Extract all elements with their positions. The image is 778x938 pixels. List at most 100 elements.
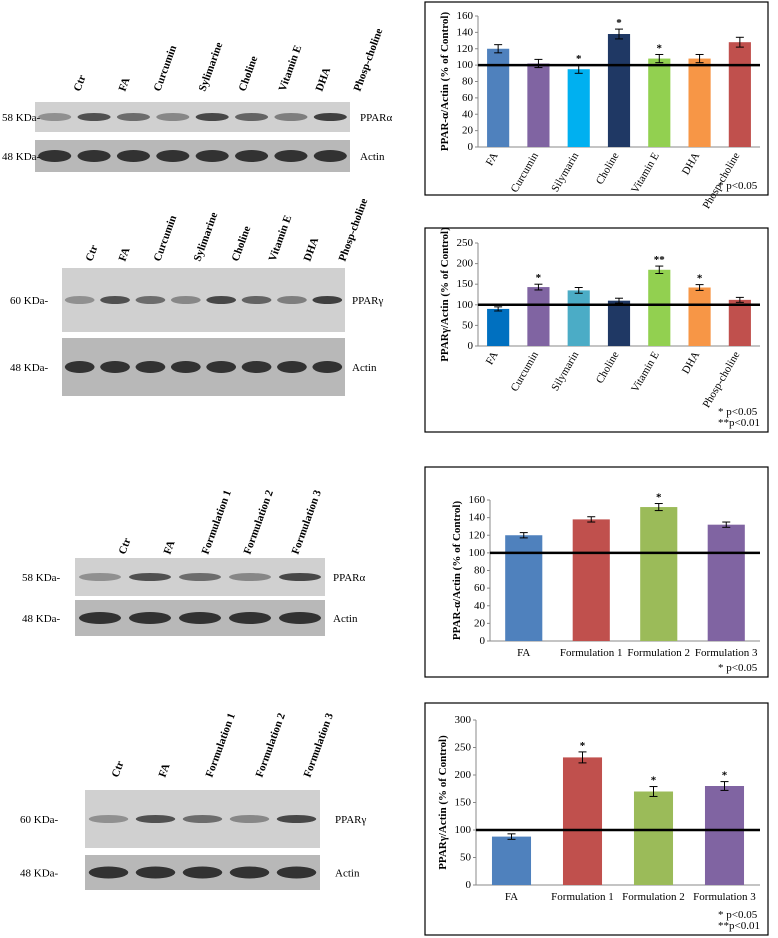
kda-label: 48 KDa-	[22, 613, 61, 625]
kda-label: 48 KDa-	[20, 868, 59, 880]
significance-marker: *	[697, 273, 703, 285]
error-bar	[720, 781, 729, 791]
y-tick-label: 160	[457, 10, 474, 22]
y-tick-label: 0	[466, 879, 472, 891]
significance-marker: *	[616, 17, 622, 29]
blot-band	[179, 573, 221, 581]
protein-label: PPARγ	[335, 814, 367, 826]
bar	[567, 69, 590, 147]
bar	[607, 34, 631, 148]
bar	[527, 287, 550, 346]
blot-band	[241, 296, 272, 304]
kda-label: 58 KDa-	[22, 572, 61, 584]
significance-note: **p<0.01	[718, 920, 760, 932]
bar	[567, 290, 590, 346]
bar	[704, 786, 745, 885]
blot-band	[135, 866, 176, 879]
x-tick-label: Formulation 3	[693, 891, 756, 903]
lane-label: Phosp-choline	[337, 197, 371, 263]
blot-band	[116, 150, 150, 162]
y-axis-label: PPAR-α/Actin (% of Control)	[451, 501, 463, 641]
error-bar	[615, 28, 623, 40]
bar	[728, 42, 751, 148]
error-bar	[695, 284, 704, 291]
kda-label: 60 KDa-	[10, 295, 49, 307]
protein-label: PPARα	[333, 572, 366, 584]
kda-label: 48 KDa-	[2, 151, 41, 163]
y-tick-label: 300	[455, 714, 472, 726]
y-tick-label: 20	[462, 125, 474, 137]
significance-marker: *	[536, 272, 542, 284]
y-tick-label: 0	[480, 635, 486, 647]
blot-band	[77, 113, 111, 121]
error-bar	[655, 53, 664, 64]
y-tick-label: 0	[468, 141, 474, 153]
bar	[572, 519, 610, 641]
lane-label: Formulation 2	[254, 711, 289, 779]
blot-band	[156, 113, 190, 121]
y-tick-label: 60	[474, 582, 486, 594]
lane-label: Vitamin E	[267, 214, 295, 263]
bar	[487, 308, 510, 346]
y-tick-label: 250	[455, 742, 472, 754]
blot-band	[77, 150, 111, 162]
y-axis-label: PPAR-α/Actin (% of Control)	[439, 12, 451, 152]
bar	[527, 63, 550, 147]
blot-band	[312, 296, 343, 304]
y-tick-label: 140	[457, 26, 474, 38]
x-tick-label: Formulation 2	[627, 647, 690, 659]
blot-band	[279, 573, 321, 581]
error-bar	[735, 296, 744, 303]
significance-marker: *	[580, 740, 586, 752]
blot-band	[135, 296, 166, 304]
kda-label: 60 KDa-	[20, 814, 59, 826]
lane-label: Formulation 1	[204, 711, 238, 779]
error-bar	[534, 283, 543, 291]
protein-label: Actin	[333, 613, 358, 625]
significance-marker: *	[651, 775, 657, 787]
y-tick-label: 250	[457, 237, 474, 249]
y-tick-label: 120	[457, 43, 474, 55]
error-bar	[655, 265, 664, 274]
significance-note: * p<0.05	[718, 662, 758, 674]
bar	[607, 300, 631, 346]
lane-label: DHA	[314, 66, 334, 93]
x-tick-label: FA	[505, 891, 518, 903]
blot-band	[64, 361, 95, 373]
significance-note: **p<0.01	[718, 417, 760, 429]
lane-label: FA	[117, 76, 133, 93]
blot-band	[229, 866, 270, 879]
blot-band	[79, 573, 121, 581]
blot-band	[38, 113, 72, 121]
y-tick-label: 40	[474, 600, 486, 612]
y-tick-label: 20	[474, 617, 486, 629]
lane-label: Formulation 3	[290, 488, 325, 556]
blot-band	[182, 866, 223, 879]
y-tick-label: 0	[468, 340, 474, 352]
error-bar	[494, 44, 503, 54]
x-tick-label: FA	[517, 647, 530, 659]
error-bar	[574, 286, 583, 294]
x-tick-label: Formulation 1	[551, 891, 614, 903]
bar	[562, 757, 603, 885]
kda-label: 48 KDa-	[10, 362, 49, 374]
blot-band	[235, 150, 269, 162]
significance-note: * p<0.05	[718, 909, 758, 921]
blot-band	[274, 150, 308, 162]
error-bar	[649, 786, 658, 797]
blot-band	[206, 361, 237, 373]
blot-band	[241, 361, 272, 373]
y-tick-label: 80	[474, 565, 486, 577]
chart-frame	[424, 1, 769, 196]
blot-band	[88, 815, 129, 823]
lane-label: Vitamin E	[277, 44, 305, 93]
error-bar	[654, 503, 663, 512]
blot-band	[156, 150, 190, 162]
lane-label: Sylimarine	[197, 41, 226, 93]
error-bar	[578, 751, 587, 764]
y-tick-label: 140	[469, 512, 486, 524]
blot-band	[229, 573, 271, 581]
blot-band	[313, 150, 347, 162]
lane-label: Ctr	[72, 73, 89, 93]
